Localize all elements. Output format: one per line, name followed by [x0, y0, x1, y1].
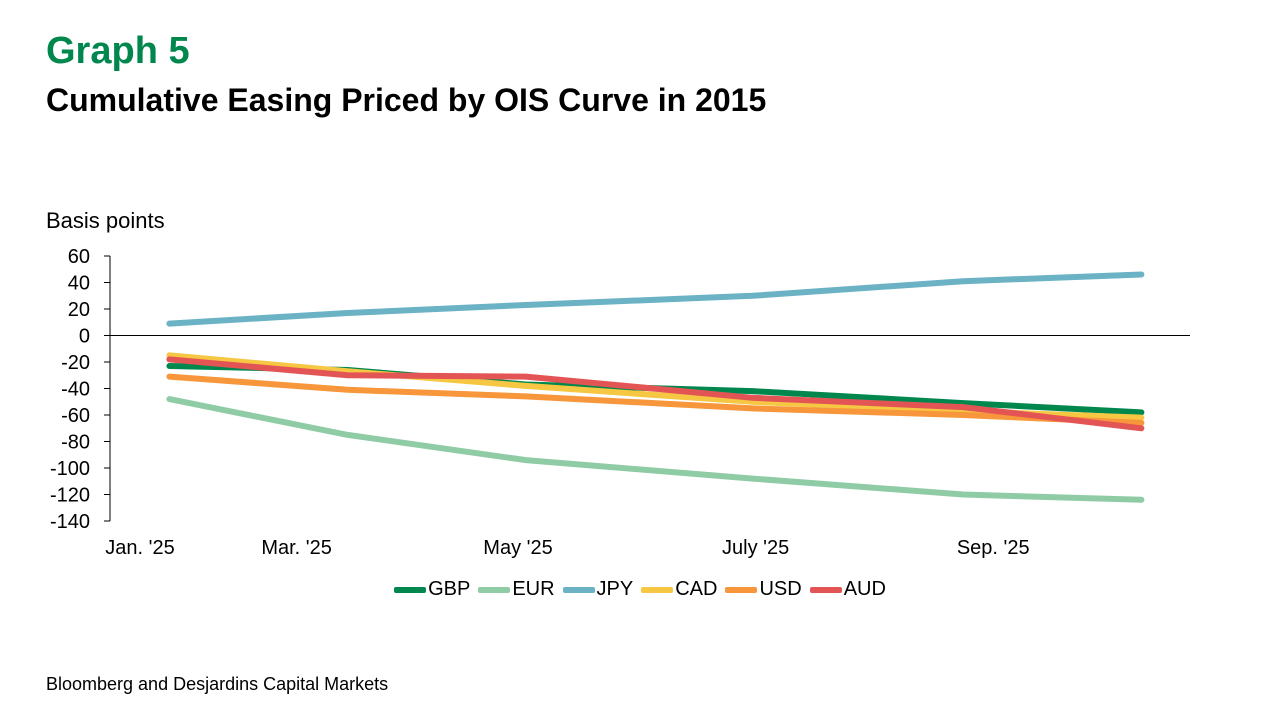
x-tick-label: Sep. '25: [957, 537, 1030, 559]
y-tick-label: 40: [68, 273, 90, 295]
legend-item-eur: EUR: [478, 578, 555, 601]
series-line-aud: [166, 356, 1145, 432]
y-tick-label: -80: [61, 432, 90, 454]
y-tick-label: -100: [50, 458, 90, 480]
legend-label: GBP: [428, 578, 471, 600]
y-tick-label: -140: [50, 511, 90, 533]
legend-label: EUR: [512, 578, 555, 600]
legend-label: AUD: [843, 578, 886, 600]
legend-swatch: [725, 586, 758, 593]
y-tick-label: 20: [68, 299, 90, 321]
x-tick-label: Jan. '25: [105, 537, 174, 559]
legend-item-cad: CAD: [641, 578, 717, 601]
legend-label: USD: [759, 578, 802, 600]
x-tick-label: July '25: [722, 537, 789, 559]
y-tick-label: 60: [68, 246, 90, 268]
legend-item-aud: AUD: [809, 578, 886, 601]
legend-item-gbp: GBP: [394, 578, 470, 601]
y-tick-label: -20: [61, 352, 90, 374]
x-tick-label: May '25: [483, 537, 552, 559]
series-line-usd: [166, 373, 1145, 426]
legend-swatch: [394, 586, 427, 593]
source-note: Bloomberg and Desjardins Capital Markets: [46, 674, 389, 694]
y-tick-label: 0: [79, 326, 90, 348]
legend-label: JPY: [596, 578, 634, 600]
y-tick-label: -120: [50, 485, 90, 507]
legend-swatch: [809, 586, 842, 593]
y-tick-label: -40: [61, 379, 90, 401]
legend-swatch: [641, 586, 674, 593]
axes: 60 40 20 0 -20 -40 -60 -80 -100 -120 -140 Jan. '25 M…: [50, 246, 1190, 559]
legend-item-jpy: JPY: [562, 578, 634, 601]
y-axis-label: Basis points: [46, 208, 165, 233]
legend-swatch: [562, 586, 595, 593]
legend-item-usd: USD: [725, 578, 802, 601]
series-line-eur: [166, 396, 1145, 503]
series-lines: [166, 271, 1145, 503]
legend: GBP EUR JPY CAD USD AUD: [0, 578, 1280, 601]
x-tick-label: Mar. '25: [261, 537, 332, 559]
chart-title: Cumulative Easing Priced by OIS Curve in…: [46, 82, 767, 118]
legend-swatch: [478, 586, 511, 593]
graph-number: Graph 5: [46, 30, 190, 72]
legend-label: CAD: [675, 578, 718, 600]
y-tick-label: -60: [61, 405, 90, 427]
series-line-jpy: [166, 271, 1145, 327]
